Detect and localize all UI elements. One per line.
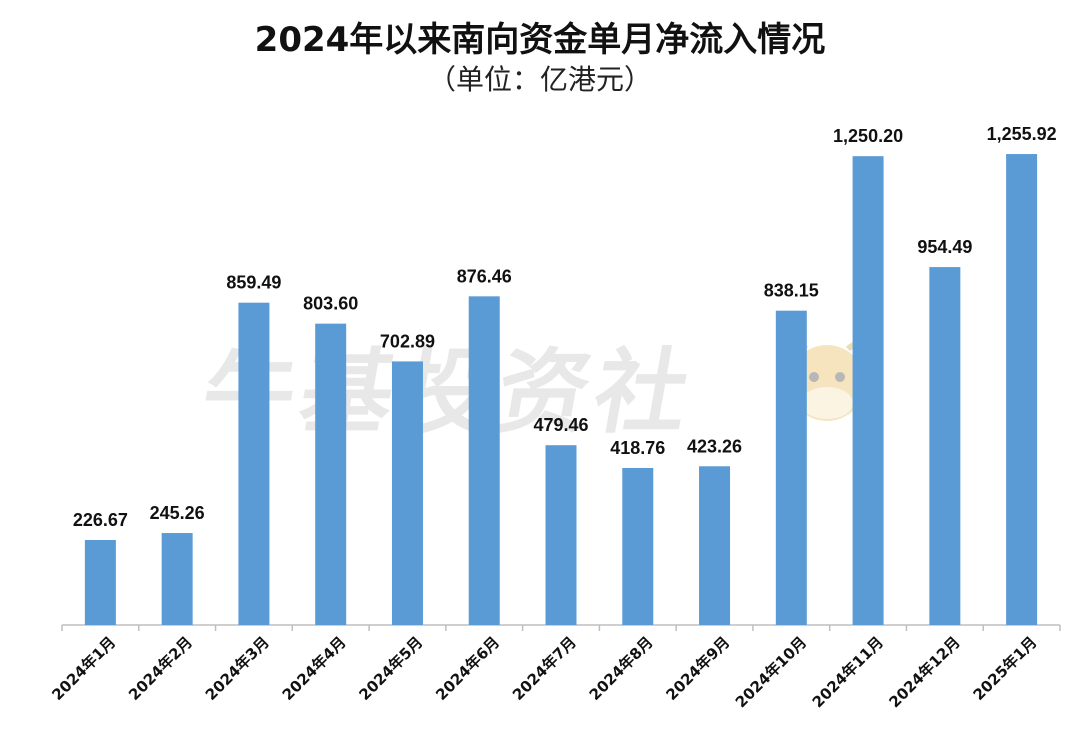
data-label: 418.76	[610, 438, 665, 458]
x-tick-label: 2024年4月	[279, 633, 350, 704]
data-label: 702.89	[380, 331, 435, 351]
x-tick-label: 2024年9月	[663, 633, 734, 704]
x-tick-label: 2024年5月	[355, 633, 426, 704]
x-tick-label: 2024年3月	[202, 633, 273, 704]
bar	[852, 156, 884, 626]
data-label: 1,250.20	[833, 126, 903, 146]
bar	[238, 302, 270, 625]
bar	[775, 310, 807, 625]
data-label: 838.15	[764, 281, 819, 301]
chart-subtitle: （单位：亿港元）	[427, 63, 652, 96]
data-label: 245.26	[150, 503, 205, 523]
x-tick-label: 2024年2月	[125, 633, 196, 704]
data-label: 226.67	[73, 510, 128, 530]
data-label: 1,255.92	[987, 124, 1057, 144]
data-label: 423.26	[687, 436, 742, 456]
data-label: 876.46	[457, 266, 512, 286]
x-tick-label: 2024年11月	[809, 633, 887, 711]
x-tick-label: 2025年1月	[970, 633, 1041, 704]
bar	[468, 296, 500, 625]
bar	[161, 533, 193, 625]
bar	[929, 267, 961, 625]
bar	[84, 539, 116, 625]
bar	[699, 466, 731, 625]
bar	[315, 323, 347, 625]
x-tick-label: 2024年10月	[732, 633, 810, 711]
data-label: 479.46	[533, 415, 588, 435]
chart-title: 2024年以来南向资金单月净流入情况	[254, 20, 826, 60]
data-label: 954.49	[917, 237, 972, 257]
bar	[545, 445, 577, 625]
bar	[1006, 154, 1038, 625]
bar	[391, 361, 423, 625]
x-tick-label: 2024年8月	[586, 633, 657, 704]
data-label: 859.49	[226, 273, 281, 293]
x-tick-label: 2024年7月	[509, 633, 580, 704]
bar	[622, 467, 654, 625]
data-label: 803.60	[303, 294, 358, 314]
x-tick-label: 2024年1月	[48, 633, 119, 704]
x-tick-label: 2024年6月	[432, 633, 503, 704]
x-tick-label: 2024年12月	[885, 633, 963, 711]
